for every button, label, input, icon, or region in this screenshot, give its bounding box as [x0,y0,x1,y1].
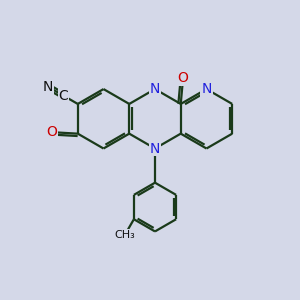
Text: CH₃: CH₃ [114,230,135,240]
Text: N: N [201,82,212,96]
Text: N: N [43,80,53,94]
Text: O: O [178,71,188,85]
Text: C: C [59,89,68,103]
Text: O: O [46,125,57,139]
Text: N: N [150,82,160,96]
Text: N: N [150,142,160,155]
